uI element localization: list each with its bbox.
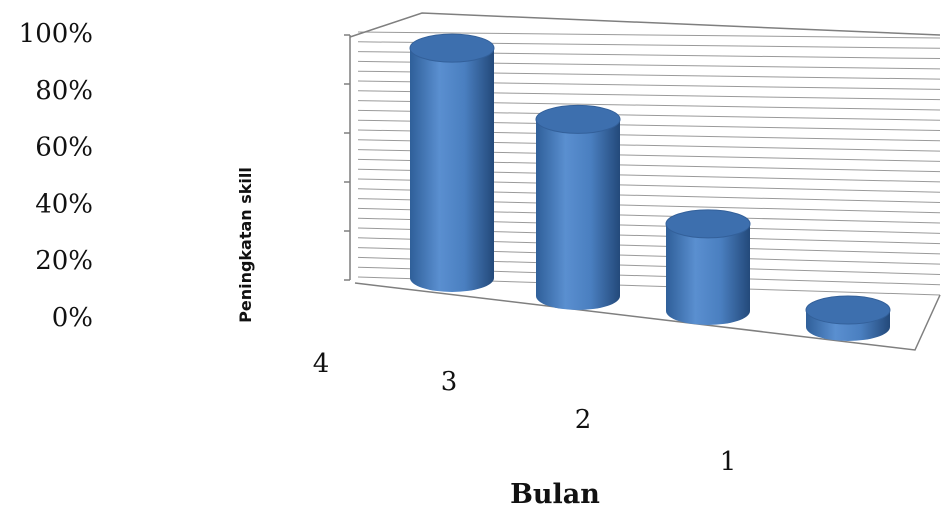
back-wall-frame [349,12,941,38]
bar-top [665,209,751,239]
x-category-label: 2 [575,405,592,435]
x-category-label: 3 [441,367,458,397]
bar-body [410,48,494,292]
y-axis-ticks: 0% 20% 40% 60% 80% 100% [19,19,93,333]
y-axis-label: Peningkatan skill [236,167,255,323]
x-category-label: 1 [720,447,737,477]
bar-top [409,33,495,63]
x-axis-label: Bulan [510,479,600,510]
bar [665,209,751,325]
bar [409,33,495,292]
x-category-label: 4 [313,349,330,379]
y-tick-label: 0% [52,303,93,333]
bars [409,33,891,341]
y-tick-label: 60% [35,133,93,163]
bar-top [535,104,621,134]
x-axis-categories: 4 3 2 1 [313,349,737,477]
floor-frame [354,282,941,351]
y-tick-label: 100% [19,19,93,49]
bar-top [805,295,891,325]
y-tick-label: 40% [35,189,93,219]
bar-body [536,119,620,310]
bar-body [666,223,750,325]
gridline [357,31,941,39]
y-tick-label: 20% [35,246,93,276]
bar [805,295,891,341]
y-tick-label: 80% [35,76,93,106]
bar [535,104,621,310]
